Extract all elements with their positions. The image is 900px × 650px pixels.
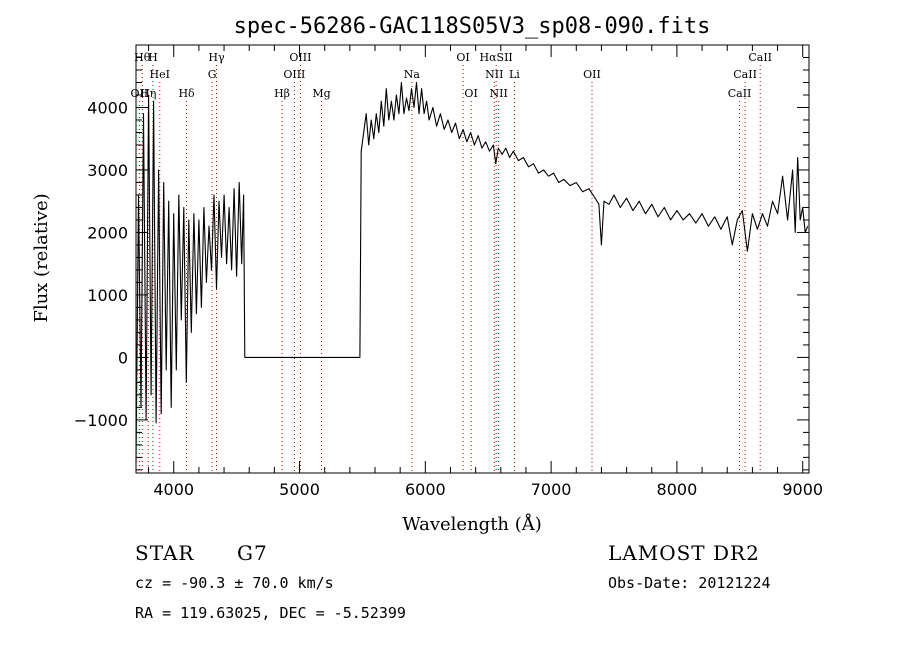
spectrum-series [135,81,809,464]
redshift-velocity: cz = -90.3 ± 70.0 km/s [135,574,334,592]
axis-ticks: 4000 5000 6000 7000 8000 9000 −1000 0 1000 2000 30… [74,45,823,499]
line-marker-label-3: OIII [289,51,311,64]
line-marker-label-13: OII [583,68,601,81]
object-subclass: G7 [237,541,268,565]
line-marker-label-5: HαSII [480,51,513,64]
line-marker-label-18: Hβ [274,87,290,100]
line-marker-label-20: OI [464,87,477,100]
y-tick-label-2: 1000 [87,286,128,305]
y-axis-label: Flux (relative) [31,193,52,322]
x-tick-label-4: 8000 [657,480,698,499]
x-tick-label-0: 4000 [153,480,194,499]
line-marker-label-17: Hδ [178,87,195,100]
line-marker-label-0: Hθ [134,51,151,64]
sky-coordinates: RA = 119.63025, DEC = -5.52399 [135,604,406,622]
observation-date: Obs-Date: 20121224 [608,574,771,592]
line-marker-label-15: OII [131,87,149,100]
line-marker-label-7: HeI [150,68,170,81]
x-axis-label: Wavelength (Å) [402,513,542,535]
line-marker-label-9: OIII [283,68,305,81]
plot-axes [135,44,810,474]
line-marker-label-2: Hγ [208,51,225,64]
y-tick-label-0: −1000 [74,411,128,430]
line-marker-label-1: H [148,51,158,64]
y-tick-label-5: 4000 [87,98,128,117]
y-tick-label-4: 3000 [87,161,128,180]
x-tick-label-1: 5000 [279,480,320,499]
line-marker-label-19: Mg [312,87,330,100]
plot-frame [135,44,810,474]
line-marker-label-12: Li [509,68,520,81]
spectrum-line-0 [135,81,809,464]
y-tick-label-1: 0 [118,348,128,367]
line-marker-label-16: Hη [140,87,156,100]
object-class: STAR [135,541,195,565]
y-tick-label-3: 2000 [87,223,128,242]
chart-title: spec-56286-GAC118S05V3_sp08-090.fits [234,14,711,39]
x-tick-label-2: 6000 [405,480,446,499]
line-marker-label-6: CaII [748,51,772,64]
x-tick-label-5: 9000 [782,480,823,499]
line-marker-label-22: CaII [728,87,752,100]
survey-name: LAMOST DR2 [608,541,760,565]
line-marker-label-21: NII [490,87,508,100]
line-marker-label-8: G [208,68,217,81]
x-tick-label-3: 7000 [531,480,572,499]
line-marker-label-10: Na [404,68,421,81]
line-marker-label-4: OI [456,51,469,64]
line-marker-label-14: CaII [733,68,757,81]
line-marker-label-11: NII [485,68,503,81]
